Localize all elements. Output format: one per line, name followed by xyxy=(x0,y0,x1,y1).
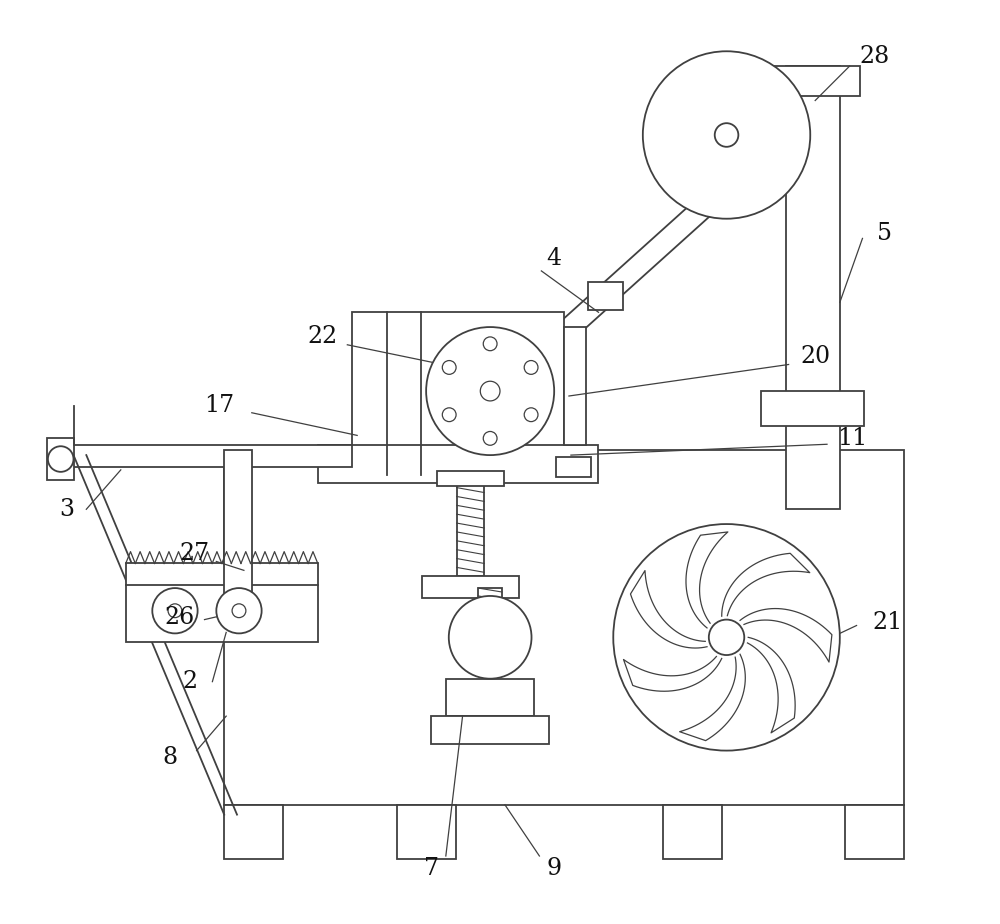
Bar xyxy=(431,716,549,744)
Text: 5: 5 xyxy=(877,222,892,245)
Circle shape xyxy=(449,596,532,679)
Text: 4: 4 xyxy=(547,247,562,270)
Bar xyxy=(224,805,283,859)
Text: 20: 20 xyxy=(800,345,830,368)
Bar xyxy=(422,577,519,598)
Text: 28: 28 xyxy=(859,44,889,67)
Circle shape xyxy=(483,337,497,351)
Bar xyxy=(224,450,252,617)
Circle shape xyxy=(168,604,182,617)
Bar xyxy=(126,564,318,642)
Bar xyxy=(786,66,840,509)
Circle shape xyxy=(48,446,74,472)
Circle shape xyxy=(709,620,744,655)
Bar xyxy=(663,805,722,859)
Text: 27: 27 xyxy=(180,542,210,565)
Bar xyxy=(397,805,456,859)
Circle shape xyxy=(232,604,246,617)
Text: 26: 26 xyxy=(165,606,195,629)
Bar xyxy=(766,66,860,95)
Bar xyxy=(47,438,74,480)
Bar xyxy=(845,805,904,859)
Circle shape xyxy=(715,123,738,147)
Bar xyxy=(457,482,484,577)
Bar xyxy=(556,457,591,477)
Bar xyxy=(446,679,534,716)
Circle shape xyxy=(216,588,262,633)
Circle shape xyxy=(426,327,554,456)
Text: 8: 8 xyxy=(162,746,178,769)
Text: 7: 7 xyxy=(424,857,439,881)
Bar xyxy=(478,588,502,638)
Circle shape xyxy=(152,588,198,633)
Circle shape xyxy=(442,360,456,374)
Circle shape xyxy=(643,51,810,219)
Text: 9: 9 xyxy=(547,857,562,881)
Circle shape xyxy=(524,360,538,374)
Circle shape xyxy=(524,407,538,421)
Circle shape xyxy=(480,382,500,401)
Polygon shape xyxy=(448,191,720,439)
Text: 11: 11 xyxy=(837,427,868,450)
Bar xyxy=(67,445,352,467)
Bar xyxy=(318,445,598,482)
Bar xyxy=(761,391,864,426)
Circle shape xyxy=(483,432,497,445)
Circle shape xyxy=(442,407,456,421)
Text: 3: 3 xyxy=(59,498,74,521)
Bar xyxy=(224,450,904,805)
Text: 17: 17 xyxy=(204,395,234,418)
Bar xyxy=(352,312,564,475)
Bar xyxy=(588,283,623,310)
Bar xyxy=(441,419,470,443)
Bar xyxy=(437,471,504,486)
Bar xyxy=(564,327,586,445)
Circle shape xyxy=(613,524,840,750)
Text: 22: 22 xyxy=(308,325,338,348)
Text: 2: 2 xyxy=(182,670,197,693)
Text: 21: 21 xyxy=(872,611,902,634)
